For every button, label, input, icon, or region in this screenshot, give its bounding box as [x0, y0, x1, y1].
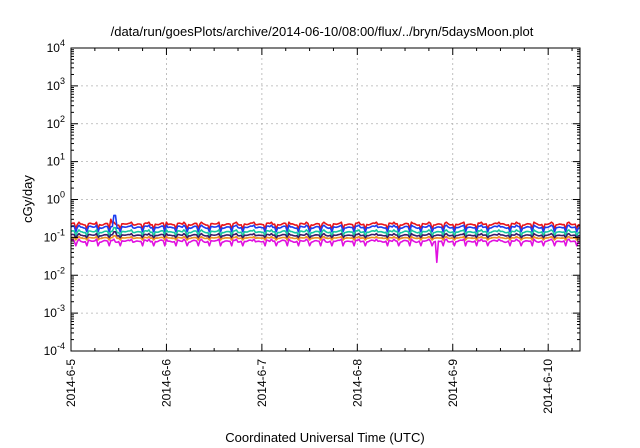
- y-tick-base: 10: [47, 79, 61, 93]
- y-tick-base: 10: [44, 268, 58, 282]
- y-tick-base: 10: [47, 117, 61, 131]
- y-tick-exponent: 3: [60, 76, 65, 86]
- y-tick-exponent: 1: [60, 152, 65, 162]
- y-tick-base: 10: [44, 230, 58, 244]
- series-line: [70, 235, 581, 241]
- series-line: [70, 226, 581, 237]
- y-tick-exponent: 0: [60, 190, 65, 200]
- x-tick-label: 2014-6-6: [159, 359, 173, 407]
- series-line: [70, 214, 581, 233]
- y-tick-base: 10: [47, 193, 61, 207]
- y-tick-exponent: -3: [57, 303, 65, 313]
- y-tick-label: 101: [47, 152, 65, 169]
- y-tick-label: 104: [47, 38, 65, 55]
- y-tick-label: 100: [47, 190, 65, 207]
- x-axis: 2014-6-5 2014-6-6 2014-6-7 2014-6-8 2014-6-9…: [64, 48, 573, 414]
- chart-title: /data/run/goesPlots/archive/2014-06-10/0…: [111, 24, 534, 39]
- y-tick-label: 10-2: [44, 265, 65, 282]
- grid: [71, 48, 580, 351]
- y-tick-label: 10-3: [44, 303, 65, 320]
- y-tick-label: 10-4: [44, 341, 65, 358]
- y-axis-label: cGy/day: [20, 175, 35, 223]
- x-tick-label: 2014-6-5: [64, 359, 78, 407]
- y-tick-base: 10: [47, 155, 61, 169]
- y-tick-label: 103: [47, 76, 65, 93]
- y-tick-base: 10: [44, 306, 58, 320]
- series-line: [70, 231, 581, 239]
- x-tick-label: 2014-6-8: [350, 359, 364, 407]
- y-tick-label: 102: [47, 114, 65, 131]
- y-tick-exponent: -4: [57, 341, 65, 351]
- y-tick-base: 10: [47, 41, 61, 55]
- x-tick-label: 2014-6-7: [255, 359, 269, 407]
- series-group: [70, 214, 581, 264]
- y-tick-exponent: 4: [60, 38, 65, 48]
- x-tick-label: 2014-6-9: [446, 359, 460, 407]
- y-tick-exponent: -1: [57, 227, 65, 237]
- y-tick-base: 10: [44, 344, 58, 358]
- series-line: [70, 238, 581, 264]
- y-tick-exponent: -2: [57, 265, 65, 275]
- x-axis-label: Coordinated Universal Time (UTC): [225, 430, 424, 445]
- y-tick-label: 10-1: [44, 227, 65, 244]
- series-line: [70, 218, 581, 230]
- y-tick-exponent: 2: [60, 114, 65, 124]
- x-tick-label: 2014-6-10: [541, 359, 555, 414]
